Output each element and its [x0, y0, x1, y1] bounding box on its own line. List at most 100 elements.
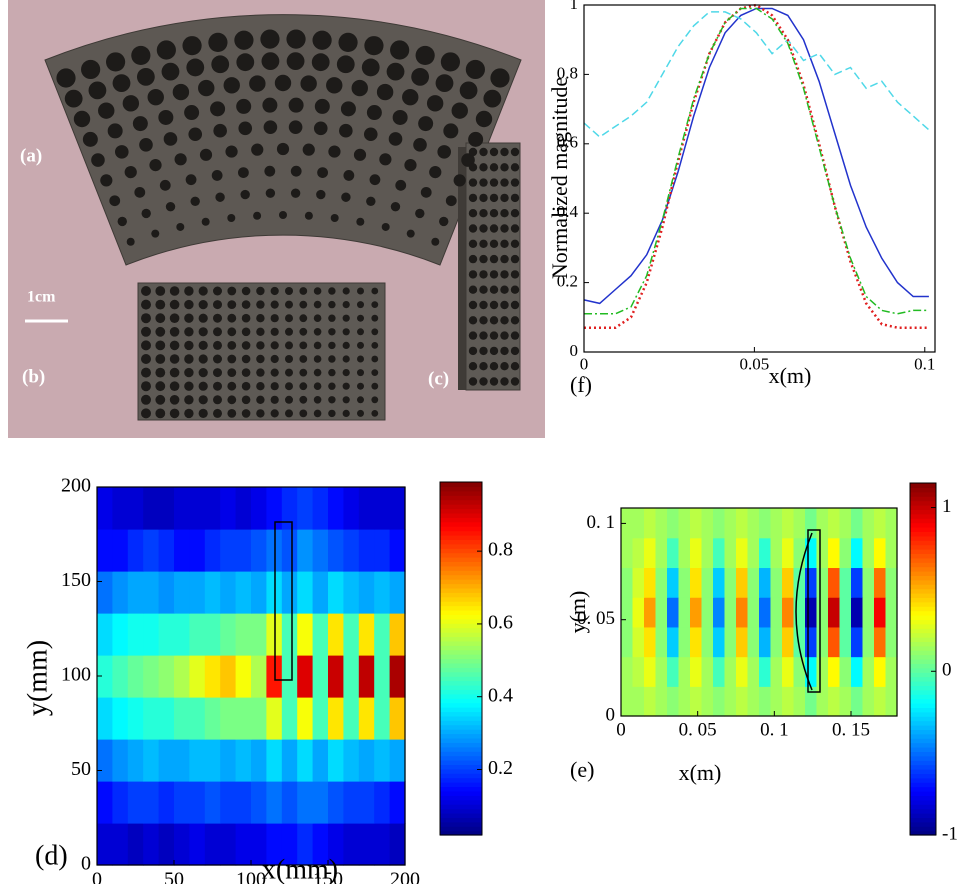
- colorbar-segment: [910, 813, 936, 818]
- hole: [227, 381, 237, 391]
- heatmap-cell: [312, 571, 329, 614]
- colorbar-segment: [440, 486, 482, 492]
- heatmap-cell: [770, 537, 783, 569]
- hole: [489, 346, 499, 356]
- panel-label: (f): [570, 372, 592, 397]
- heatmap-cell: [655, 508, 668, 539]
- heatmap-cell: [770, 508, 783, 539]
- hole: [213, 313, 222, 323]
- hole: [274, 74, 292, 92]
- heatmap-cell: [851, 597, 864, 628]
- colorbar-segment: [910, 681, 936, 686]
- hole: [343, 170, 355, 181]
- hole: [299, 395, 308, 404]
- axes-frame: [583, 4, 936, 353]
- hole: [151, 229, 160, 238]
- heatmap-cell: [127, 697, 144, 740]
- hole: [328, 145, 341, 158]
- heatmap-cell: [204, 487, 221, 530]
- heatmap-cell: [690, 537, 703, 569]
- heatmap-cell: [343, 739, 360, 782]
- heatmap-cell: [235, 613, 252, 656]
- heatmap-cell: [143, 781, 160, 824]
- heatmap-cell: [374, 529, 391, 572]
- heatmap-cell: [312, 613, 329, 656]
- hole: [285, 341, 293, 350]
- hole: [479, 346, 488, 356]
- hole: [468, 285, 478, 294]
- hole: [285, 314, 293, 323]
- heatmap-cell: [143, 487, 160, 530]
- hole: [213, 408, 222, 418]
- hole: [468, 316, 478, 325]
- x-tick-label: 0.1: [914, 355, 935, 374]
- heatmap-cell: [158, 613, 175, 656]
- colorbar-segment: [440, 702, 482, 708]
- hole: [371, 301, 379, 308]
- hole: [510, 316, 520, 325]
- hole: [299, 300, 308, 309]
- heatmap-cell: [235, 487, 252, 530]
- hole: [363, 127, 378, 142]
- hole: [357, 355, 364, 363]
- hole: [342, 355, 350, 363]
- x-tick-label: 0. 1: [760, 720, 789, 741]
- heatmap-cell: [690, 508, 703, 539]
- heatmap-cell: [312, 739, 329, 782]
- data-line: [583, 7, 929, 305]
- heatmap-cell: [235, 739, 252, 782]
- heatmap-cell: [713, 626, 726, 658]
- heatmap-cell: [143, 697, 160, 740]
- heatmap-cell: [389, 529, 406, 572]
- colorbar-segment: [440, 649, 482, 655]
- colorbar-segment: [440, 720, 482, 726]
- heatmap-cell: [851, 537, 864, 569]
- colorbar-segment: [910, 531, 936, 537]
- heatmap-cell: [759, 656, 772, 687]
- heatmap-cell: [690, 567, 703, 598]
- hole: [328, 300, 336, 309]
- hole: [479, 239, 488, 248]
- heatmap-cell: [358, 739, 375, 782]
- colorbar-tick-label: 1: [942, 496, 952, 517]
- colorbar-segment: [440, 751, 482, 757]
- hole: [431, 237, 440, 246]
- heatmap-cell: [374, 739, 391, 782]
- hole: [510, 178, 520, 187]
- hole: [198, 327, 208, 337]
- hole: [313, 287, 322, 295]
- hole: [155, 408, 166, 419]
- hole: [155, 299, 166, 310]
- colorbar-segment: [440, 623, 482, 629]
- colorbar-segment: [910, 641, 936, 647]
- colorbar-segment: [910, 571, 936, 576]
- heatmap-cell: [782, 686, 795, 717]
- hole: [468, 331, 478, 340]
- hole: [371, 369, 379, 376]
- heatmap-cell: [839, 686, 852, 717]
- hole: [261, 52, 280, 71]
- heatmap-cell: [328, 529, 344, 572]
- hole: [510, 224, 520, 233]
- heatmap-cell: [621, 537, 634, 569]
- hole: [342, 396, 350, 404]
- hole: [338, 32, 358, 53]
- heatmap-cell: [828, 537, 841, 569]
- hole: [312, 30, 332, 50]
- hole: [489, 193, 499, 203]
- hole: [351, 79, 368, 97]
- hole: [270, 382, 279, 391]
- heatmap-cell: [690, 597, 703, 628]
- heatmap-cell: [266, 697, 283, 740]
- heatmap-cell: [358, 529, 375, 572]
- hole: [155, 394, 166, 405]
- hole: [386, 62, 405, 81]
- hole: [240, 189, 250, 200]
- colorbar-segment: [910, 742, 936, 748]
- heatmap-cell: [782, 656, 795, 687]
- colorbar-segment: [910, 676, 936, 682]
- hole: [165, 201, 176, 212]
- colorbar-segment: [440, 707, 482, 713]
- hole: [500, 147, 509, 157]
- hole: [184, 327, 194, 337]
